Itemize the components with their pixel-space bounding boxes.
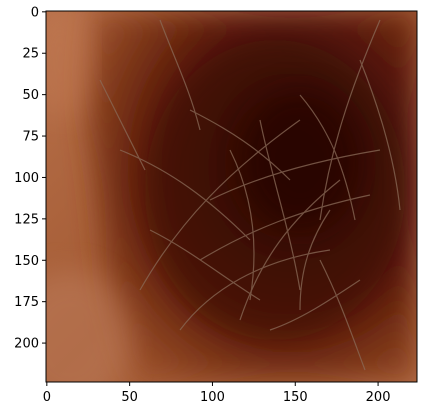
hair-strands: [99, 19, 401, 371]
x-tick-label: 150: [283, 390, 308, 405]
y-axis: 0 25 50 75 100 125 150 175 200: [14, 5, 46, 352]
y-tick-label: 0: [31, 5, 39, 20]
y-tick-label: 25: [22, 47, 39, 62]
y-tick-label: 50: [22, 88, 39, 103]
x-tick-label: 0: [43, 390, 51, 405]
y-tick-label: 100: [14, 171, 39, 186]
y-tick-label: 175: [14, 295, 39, 310]
axes-frame: [45, 10, 418, 383]
x-tick-label: 50: [121, 390, 138, 405]
y-tick-label: 125: [14, 212, 39, 227]
y-tick-label: 150: [14, 254, 39, 269]
x-axis: 0 50 100 150 200: [43, 382, 391, 405]
x-tick-label: 100: [200, 390, 225, 405]
y-tick-label: 75: [22, 130, 39, 145]
x-tick-label: 200: [366, 390, 391, 405]
dermoscopy-image: [46, 11, 417, 382]
y-tick-label: 200: [14, 337, 39, 352]
